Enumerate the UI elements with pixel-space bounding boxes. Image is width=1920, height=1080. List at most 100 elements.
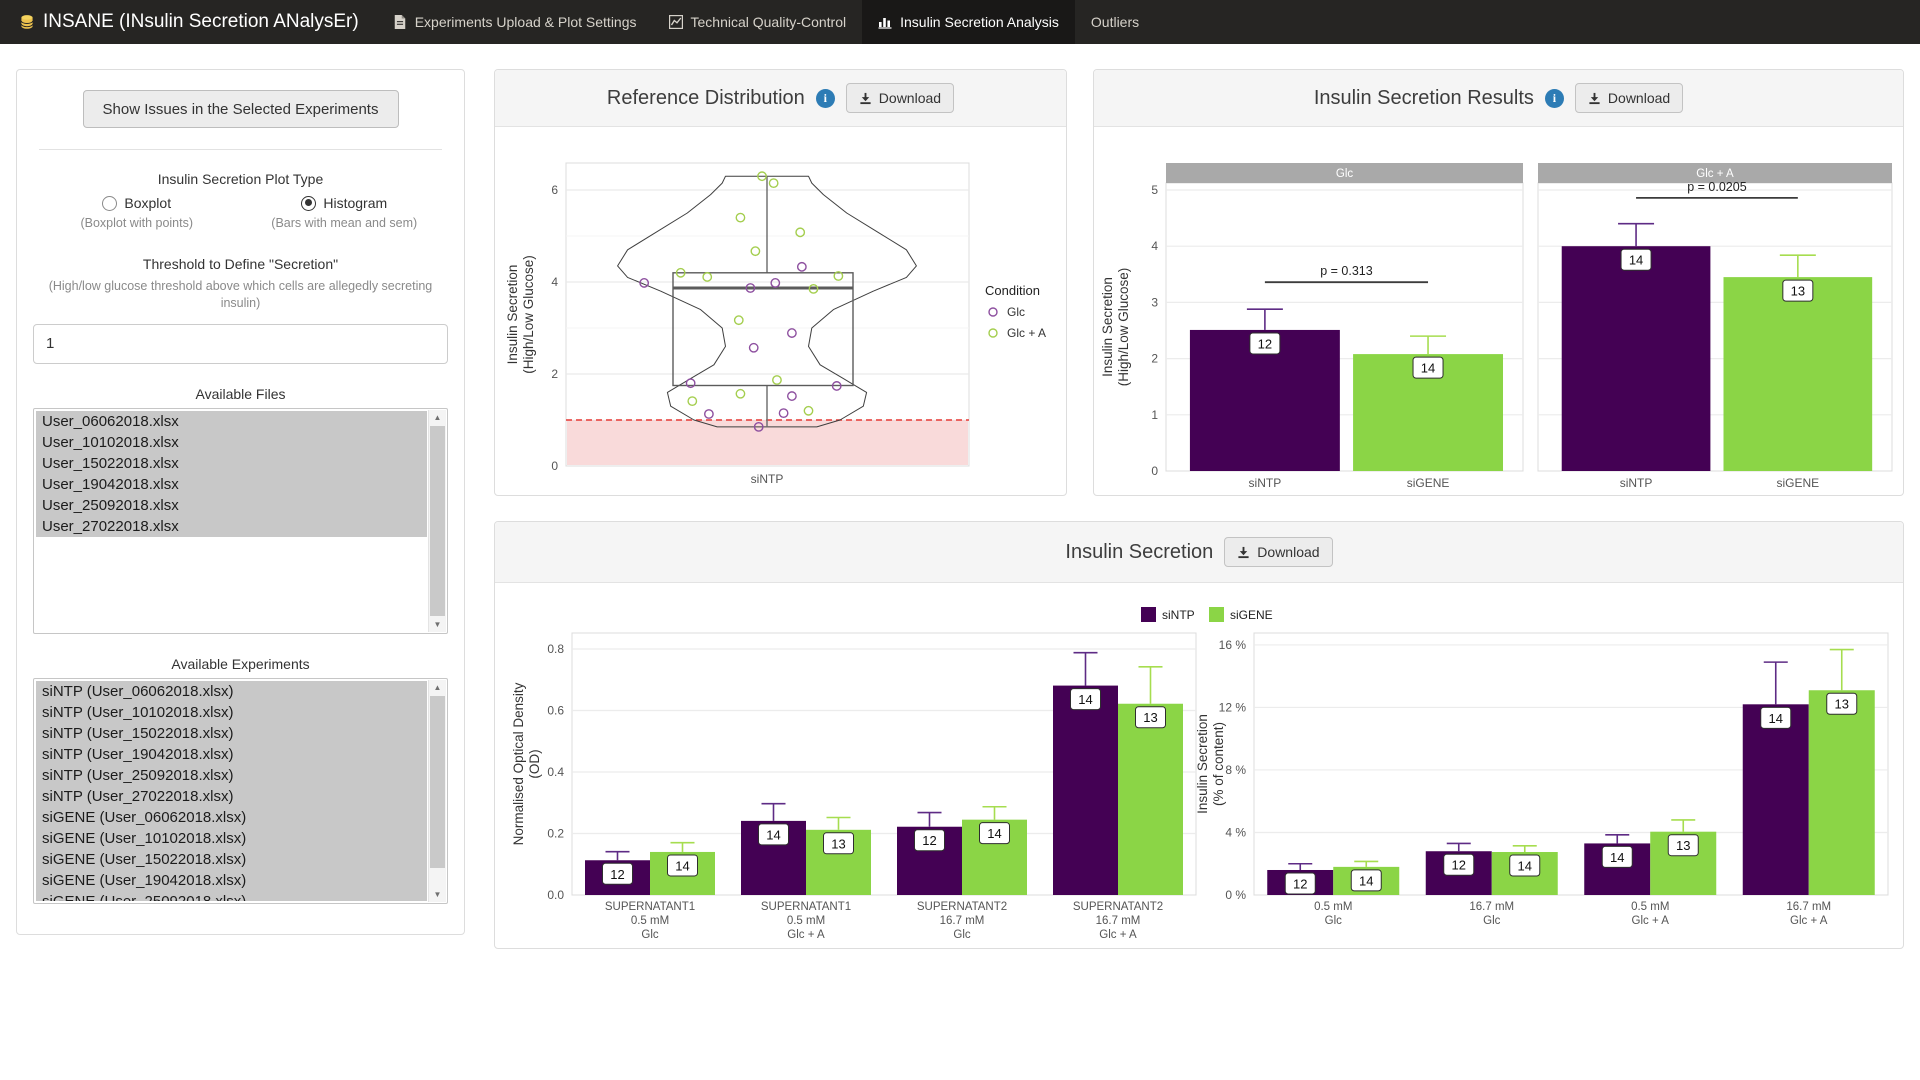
file-option[interactable]: User_15022018.xlsx — [36, 452, 427, 474]
scrollbar-thumb[interactable] — [430, 695, 445, 868]
svg-text:Condition: Condition — [985, 283, 1040, 298]
svg-text:4: 4 — [551, 275, 558, 289]
svg-text:siGENE: siGENE — [1407, 476, 1450, 490]
svg-text:(% of content): (% of content) — [1211, 722, 1226, 806]
download-icon — [860, 92, 871, 104]
svg-text:3: 3 — [1151, 295, 1158, 309]
svg-text:SUPERNATANT2: SUPERNATANT2 — [917, 901, 1007, 913]
file-option[interactable]: User_06062018.xlsx — [36, 410, 427, 432]
svg-text:12 %: 12 % — [1219, 700, 1247, 714]
histogram-hint: (Bars with mean and sem) — [271, 216, 418, 230]
tab-technical-qc[interactable]: Technical Quality-Control — [653, 0, 863, 44]
svg-text:16.7 mM: 16.7 mM — [1786, 901, 1831, 913]
svg-text:siNTP: siNTP — [1162, 608, 1195, 622]
experiment-option[interactable]: siGENE (User_19042018.xlsx) — [36, 869, 427, 891]
app-brand[interactable]: INSANE (INsulin Secretion ANalysEr) — [0, 0, 377, 44]
file-option[interactable]: User_19042018.xlsx — [36, 473, 427, 495]
scroll-up-icon[interactable]: ▲ — [433, 412, 442, 422]
available-experiments-listbox[interactable]: siNTP (User_06062018.xlsx) siNTP (User_10… — [33, 677, 448, 904]
scroll-up-icon[interactable]: ▲ — [433, 682, 442, 692]
info-icon[interactable]: i — [815, 88, 835, 108]
radio-histogram-dot[interactable] — [301, 195, 317, 211]
svg-text:1: 1 — [1151, 408, 1158, 422]
radio-histogram[interactable]: Histogram — [241, 195, 449, 211]
radio-boxplot-dot[interactable] — [102, 195, 118, 211]
experiment-option[interactable]: siNTP (User_06062018.xlsx) — [36, 680, 427, 702]
experiment-option[interactable]: siNTP (User_15022018.xlsx) — [36, 722, 427, 744]
svg-text:8 %: 8 % — [1225, 763, 1246, 777]
svg-text:0 %: 0 % — [1225, 888, 1246, 902]
svg-text:p = 0.313: p = 0.313 — [1320, 264, 1373, 278]
reference-panel-header: Reference Distribution i Download — [495, 70, 1066, 127]
svg-text:16.7 mM: 16.7 mM — [1096, 915, 1141, 927]
svg-text:0.8: 0.8 — [547, 642, 564, 656]
svg-text:siGENE: siGENE — [1776, 476, 1819, 490]
svg-text:0.5 mM: 0.5 mM — [1631, 901, 1669, 913]
download-button[interactable]: Download — [1574, 83, 1684, 113]
svg-text:14: 14 — [987, 826, 1001, 841]
download-icon — [1238, 546, 1249, 558]
scroll-down-icon[interactable]: ▼ — [433, 889, 442, 899]
experiment-option[interactable]: siNTP (User_19042018.xlsx) — [36, 743, 427, 765]
files-scrollbar[interactable]: ▲ ▼ — [428, 409, 446, 632]
info-icon[interactable]: i — [1544, 88, 1564, 108]
download-button[interactable]: Download — [1224, 537, 1333, 567]
available-files-label: Available Files — [195, 385, 286, 402]
tab-experiments-upload[interactable]: Experiments Upload & Plot Settings — [377, 0, 653, 44]
svg-text:12: 12 — [922, 833, 936, 848]
svg-text:Glc: Glc — [953, 929, 971, 941]
svg-text:0.4: 0.4 — [547, 765, 564, 779]
svg-text:siNTP: siNTP — [751, 472, 784, 486]
svg-text:p = 0.0205: p = 0.0205 — [1687, 180, 1746, 194]
svg-text:Glc + A: Glc + A — [1007, 326, 1046, 340]
svg-text:Glc + A: Glc + A — [1790, 915, 1828, 927]
svg-text:14: 14 — [766, 827, 780, 842]
navbar: INSANE (INsulin Secretion ANalysEr) Expe… — [0, 0, 1920, 44]
svg-text:14: 14 — [1629, 253, 1643, 268]
svg-text:Glc + A: Glc + A — [787, 929, 825, 941]
experiment-option[interactable]: siNTP (User_27022018.xlsx) — [36, 785, 427, 807]
tab-insulin-secretion-analysis[interactable]: Insulin Secretion Analysis — [862, 0, 1075, 44]
tab-outliers[interactable]: Outliers — [1090, 14, 1140, 30]
svg-text:14: 14 — [1518, 859, 1532, 874]
svg-text:Glc: Glc — [1336, 168, 1354, 180]
svg-text:Glc + A: Glc + A — [1099, 929, 1137, 941]
svg-text:Insulin Secretion: Insulin Secretion — [1195, 714, 1210, 814]
file-option[interactable]: User_27022018.xlsx — [36, 515, 427, 537]
radio-boxplot[interactable]: Boxplot — [33, 195, 241, 211]
panel-title: Insulin Secretion Results — [1313, 86, 1534, 109]
svg-text:13: 13 — [831, 836, 845, 851]
svg-text:4 %: 4 % — [1225, 825, 1246, 839]
experiment-option[interactable]: siGENE (User_15022018.xlsx) — [36, 848, 427, 870]
svg-text:0.5 mM: 0.5 mM — [1314, 901, 1352, 913]
svg-text:6: 6 — [551, 183, 558, 197]
svg-text:13: 13 — [1835, 697, 1849, 712]
experiment-option[interactable]: siGENE (User_25092018.xlsx) — [36, 890, 427, 901]
download-button[interactable]: Download — [845, 83, 955, 113]
svg-text:14: 14 — [1610, 850, 1624, 865]
available-files-listbox[interactable]: User_06062018.xlsx User_10102018.xlsx User… — [33, 407, 448, 634]
scrollbar-thumb[interactable] — [430, 425, 445, 616]
svg-text:0: 0 — [1151, 464, 1158, 478]
app-title: INSANE (INsulin Secretion ANalysEr) — [43, 11, 359, 32]
svg-text:siNTP: siNTP — [1620, 476, 1653, 490]
experiment-option[interactable]: siGENE (User_10102018.xlsx) — [36, 827, 427, 849]
svg-text:12: 12 — [1293, 876, 1307, 891]
svg-text:13: 13 — [1791, 284, 1805, 299]
show-issues-button[interactable]: Show Issues in the Selected Experiments — [82, 90, 399, 128]
available-experiments-label: Available Experiments — [171, 655, 310, 672]
svg-text:0: 0 — [551, 459, 558, 473]
experiment-option[interactable]: siNTP (User_25092018.xlsx) — [36, 764, 427, 786]
boxplot-hint: (Boxplot with points) — [80, 216, 194, 230]
file-option[interactable]: User_10102018.xlsx — [36, 431, 427, 453]
scroll-down-icon[interactable]: ▼ — [433, 619, 442, 629]
file-option[interactable]: User_25092018.xlsx — [36, 494, 427, 516]
threshold-label: Threshold to Define "Secretion" — [142, 256, 339, 272]
threshold-input[interactable] — [33, 323, 448, 364]
experiment-option[interactable]: siGENE (User_06062018.xlsx) — [36, 806, 427, 828]
experiments-scrollbar[interactable]: ▲ ▼ — [428, 679, 446, 902]
svg-text:14: 14 — [1421, 361, 1435, 376]
svg-text:0.5 mM: 0.5 mM — [631, 915, 669, 927]
experiment-option[interactable]: siNTP (User_10102018.xlsx) — [36, 701, 427, 723]
